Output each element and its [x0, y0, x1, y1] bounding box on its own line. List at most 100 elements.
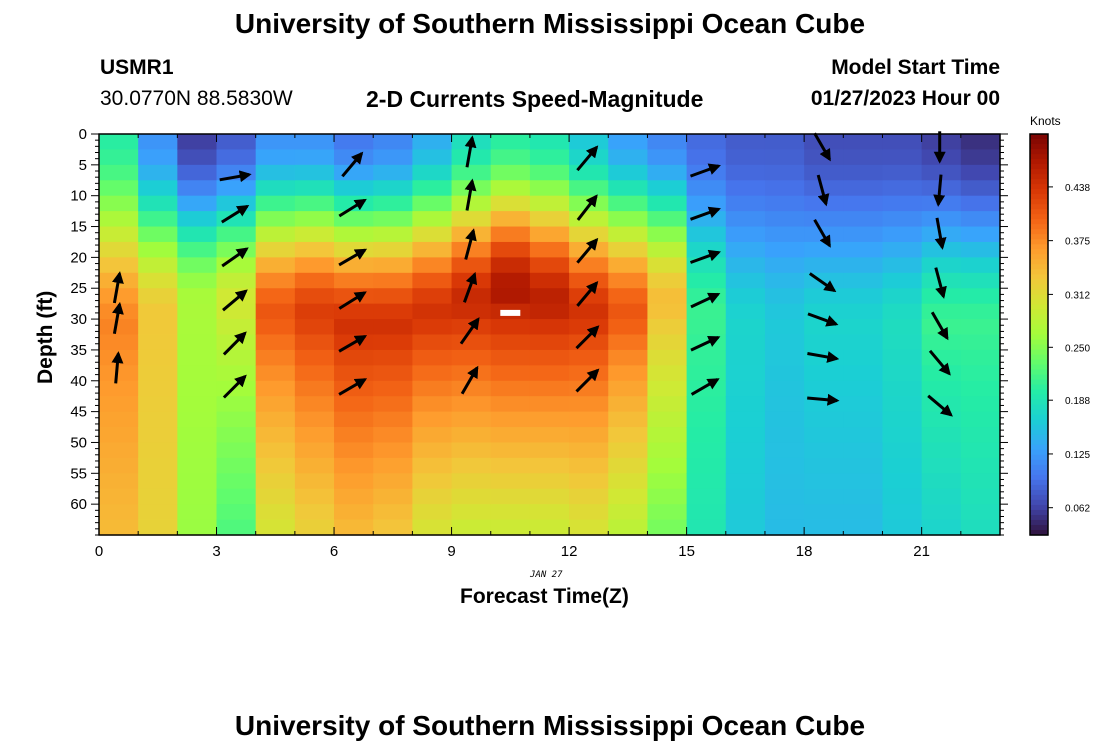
current-vector-arrow	[575, 368, 600, 393]
plot-title: 2-D Currents Speed-Magnitude	[366, 86, 704, 112]
heatmap-cell	[529, 319, 570, 336]
heatmap-cell	[216, 519, 257, 536]
heatmap-cell	[725, 488, 766, 505]
heatmap-cell	[373, 303, 413, 320]
heatmap-cell	[99, 396, 139, 413]
heatmap-cell	[490, 180, 531, 197]
heatmap-cell	[412, 241, 453, 258]
heatmap-cell	[177, 504, 218, 521]
heatmap-cell	[255, 396, 296, 413]
heatmap-cell	[764, 134, 805, 151]
heatmap-cell	[647, 504, 688, 521]
heatmap-cell	[99, 365, 139, 382]
heatmap-cell	[608, 442, 649, 459]
heatmap-cell	[921, 272, 962, 289]
heatmap-cell	[882, 149, 923, 166]
heatmap-cell	[412, 164, 453, 181]
heatmap-cell	[216, 288, 257, 305]
heatmap-cell	[921, 211, 962, 228]
current-vector-arrow	[341, 151, 364, 178]
heatmap-cell	[725, 504, 766, 521]
colorbar-swatch	[1030, 414, 1048, 421]
heatmap-cell	[725, 134, 766, 151]
heatmap-cell	[764, 334, 805, 351]
heatmap-cell	[843, 211, 884, 228]
heatmap-cell	[138, 442, 178, 459]
heatmap-cell	[804, 380, 844, 397]
y-tick-label: 20	[70, 249, 87, 266]
heatmap-cell	[373, 241, 413, 258]
heatmap-cell	[490, 149, 531, 166]
heatmap-cell	[647, 288, 688, 305]
heatmap-cell	[529, 380, 570, 397]
heatmap-cell	[177, 149, 218, 166]
colorbar-swatch	[1030, 529, 1048, 536]
heatmap-cell	[569, 519, 609, 536]
heatmap-cell	[412, 457, 453, 474]
heatmap-cell	[412, 349, 453, 366]
heatmap-cell	[960, 149, 1001, 166]
heatmap-cell	[686, 473, 727, 490]
heatmap-cell	[921, 195, 962, 212]
heatmap-cell	[529, 180, 570, 197]
heatmap-cell	[451, 504, 492, 521]
colorbar-swatch	[1030, 349, 1048, 356]
heatmap-cell	[255, 195, 296, 212]
heatmap-cell	[177, 442, 218, 459]
colorbar-frame	[1029, 133, 1049, 536]
heatmap-cell	[686, 504, 727, 521]
heatmap-cell	[647, 380, 688, 397]
heatmap-cell	[412, 411, 453, 428]
heatmap-cell	[764, 427, 805, 444]
heatmap-cell	[843, 411, 884, 428]
heatmap-cell	[647, 396, 688, 413]
heatmap-cell	[843, 195, 884, 212]
heatmap-cell	[725, 149, 766, 166]
heatmap-cell	[960, 411, 1001, 428]
heatmap-cell	[647, 272, 688, 289]
heatmap-cell	[177, 411, 218, 428]
heatmap-cell	[138, 519, 178, 536]
heatmap-cell	[569, 303, 609, 320]
heatmap-cell	[451, 149, 492, 166]
x-tick-label: 21	[913, 543, 930, 560]
heatmap-cell	[177, 164, 218, 181]
heatmap-cell	[294, 457, 335, 474]
heatmap-cell	[960, 211, 1001, 228]
heatmap-cell	[569, 288, 609, 305]
heatmap-cell	[921, 427, 962, 444]
heatmap-cell	[921, 149, 962, 166]
heatmap-cell	[529, 365, 570, 382]
heatmap-cell	[99, 211, 139, 228]
colorbar-swatch	[1030, 289, 1048, 295]
heatmap-cell	[960, 241, 1001, 258]
heatmap-cell	[804, 504, 844, 521]
heatmap-cell	[764, 380, 805, 397]
heatmap-cell	[608, 349, 649, 366]
heatmap-cell	[490, 365, 531, 382]
heatmap-cell	[764, 226, 805, 243]
colorbar-swatch	[1030, 359, 1048, 366]
heatmap-cell	[177, 241, 218, 258]
heatmap-cell	[529, 504, 570, 521]
heatmap-cell	[843, 396, 884, 413]
colorbar-swatch	[1030, 439, 1048, 446]
heatmap-cell	[882, 365, 923, 382]
heatmap-cell	[294, 303, 335, 320]
heatmap-cell	[804, 365, 844, 382]
heatmap-cell	[804, 211, 844, 228]
heatmap-cell	[804, 288, 844, 305]
heatmap-cell	[451, 257, 492, 274]
colorbar-swatch	[1030, 199, 1048, 205]
heatmap-cell	[294, 241, 335, 258]
heatmap-cell	[569, 442, 609, 459]
current-vector-arrow	[928, 349, 951, 376]
heatmap-cell	[373, 427, 413, 444]
heatmap-cell	[647, 257, 688, 274]
heatmap-cell	[608, 195, 649, 212]
heatmap-cell	[412, 396, 453, 413]
colorbar-swatch	[1030, 419, 1048, 426]
heatmap-cell	[960, 334, 1001, 351]
heatmap-cell	[804, 257, 844, 274]
heatmap-cell	[529, 226, 570, 243]
